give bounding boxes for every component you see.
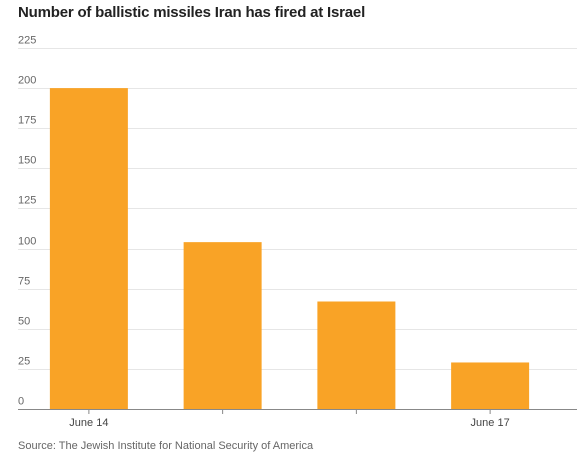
y-tick-label: 75: [18, 276, 30, 288]
y-tick-label: 225: [18, 35, 36, 47]
y-tick-label: 175: [18, 115, 36, 127]
y-tick-label: 100: [18, 236, 36, 248]
y-tick-label: 125: [18, 195, 36, 207]
x-tick-label: June 17: [471, 417, 510, 429]
bar: [183, 242, 262, 409]
y-tick-label: 50: [18, 316, 30, 328]
bar: [451, 362, 530, 409]
y-tick-label: 25: [18, 356, 30, 368]
bar: [317, 301, 396, 409]
y-tick-label: 0: [18, 396, 24, 408]
y-tick-label: 150: [18, 155, 36, 167]
chart-title: Number of ballistic missiles Iran has fi…: [18, 4, 366, 21]
source-note: Source: The Jewish Institute for Nationa…: [18, 440, 314, 452]
bar: [49, 88, 128, 409]
x-tick-label: June 14: [69, 417, 108, 429]
bar-chart: 0 25 50 75 100 125 150 175 200 225 June 14 June 17: [18, 35, 577, 429]
y-tick-label: 200: [18, 75, 36, 87]
